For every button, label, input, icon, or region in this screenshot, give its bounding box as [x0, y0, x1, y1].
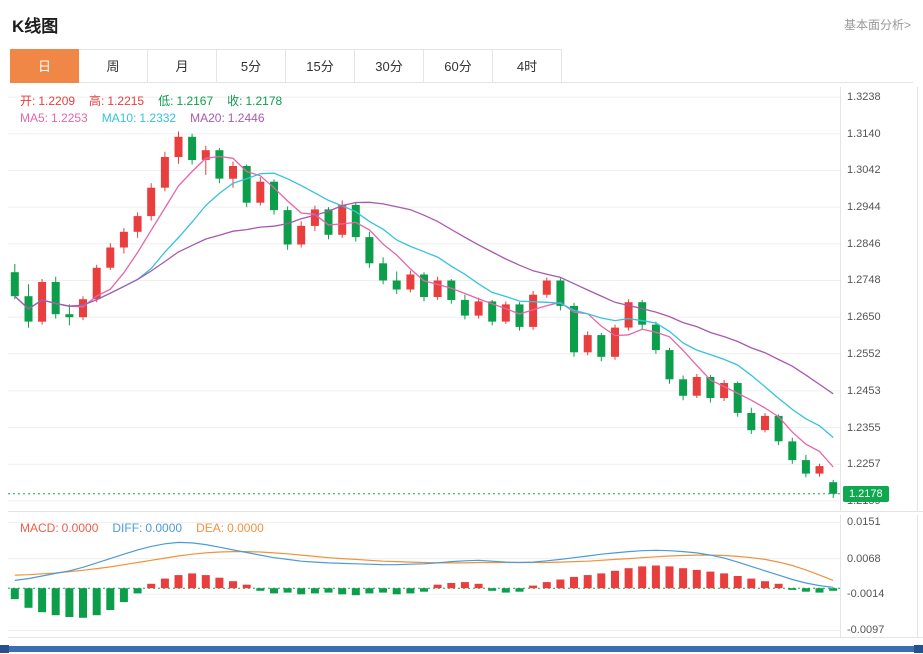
page-title: K线图: [12, 17, 59, 36]
ma20-value: 1.2446: [227, 111, 265, 125]
open-label: 开:: [20, 94, 36, 108]
ma20-legend: MA20: 1.2446: [190, 111, 264, 125]
macd-chart-svg: [8, 521, 840, 631]
macd-panel: MACD: 0.0000 DIFF: 0.0000 DEA: 0.0000 0.015…: [8, 515, 923, 638]
ma10-label: MA10:: [101, 111, 137, 125]
price-axis-label: 1.2552: [847, 347, 881, 360]
macd-label: MACD:: [20, 521, 59, 535]
diff-value: 0.0000: [145, 521, 183, 535]
ma5-value: 1.2253: [51, 111, 88, 125]
price-panel: 开: 1.2209 高: 1.2215 低: 1.2167 收: 1.2178 MA5:…: [8, 87, 923, 512]
close-label: 收:: [227, 94, 243, 108]
price-chart[interactable]: 开: 1.2209 高: 1.2215 低: 1.2167 收: 1.2178 MA5:…: [8, 87, 840, 511]
ma-legend: MA5: 1.2253 MA10: 1.2332 MA20: 1.2446: [20, 111, 265, 125]
price-axis-label: 1.2846: [847, 237, 881, 250]
price-chart-svg: [8, 96, 840, 502]
price-axis-label: 1.2650: [847, 311, 881, 324]
diff-value-legend: DIFF: 0.0000: [112, 521, 182, 535]
macd-value-legend: MACD: 0.0000: [20, 521, 98, 535]
macd-chart[interactable]: MACD: 0.0000 DIFF: 0.0000 DEA: 0.0000: [8, 515, 840, 637]
macd-axis-label: 0.0151: [847, 516, 881, 529]
ma10-legend: MA10: 1.2332: [102, 111, 176, 125]
low-label: 低:: [158, 94, 174, 108]
high-label: 高:: [89, 94, 105, 108]
tab-15min[interactable]: 15分: [286, 49, 355, 83]
header: K线图 基本面分析>: [0, 0, 923, 49]
high-legend: 高: 1.2215: [89, 92, 144, 109]
ma5-legend: MA5: 1.2253: [20, 111, 88, 125]
dea-value: 0.0000: [227, 521, 264, 535]
macd-value: 0.0000: [61, 521, 99, 535]
ohlc-legend: 开: 1.2209 高: 1.2215 低: 1.2167 收: 1.2178: [20, 92, 282, 109]
low-legend: 低: 1.2167: [158, 92, 213, 109]
price-y-axis: 1.2178 1.3238 1.3140 1.3042 1.2944 1.2846 1.2…: [840, 87, 918, 511]
open-legend: 开: 1.2209: [20, 92, 75, 109]
low-value: 1.2167: [176, 94, 214, 108]
price-axis-label: 1.3140: [847, 127, 881, 140]
ma5-label: MA5:: [20, 111, 49, 125]
macd-axis-label: -0.0014: [847, 588, 885, 601]
price-axis-label: 1.2944: [847, 201, 881, 214]
high-value: 1.2215: [107, 94, 145, 108]
tab-30min[interactable]: 30分: [355, 49, 424, 83]
price-axis-label: 1.2453: [847, 384, 881, 397]
tab-month[interactable]: 月: [148, 49, 217, 83]
macd-legend: MACD: 0.0000 DIFF: 0.0000 DEA: 0.0000: [20, 521, 264, 535]
scrollbar-right-handle[interactable]: [914, 645, 923, 653]
scrollbar-left-handle[interactable]: [0, 645, 9, 653]
tab-week[interactable]: 周: [79, 49, 148, 83]
tab-60min[interactable]: 60分: [424, 49, 493, 83]
price-axis-label: 1.2355: [847, 421, 881, 434]
diff-label: DIFF:: [112, 521, 143, 535]
dea-value-legend: DEA: 0.0000: [196, 521, 264, 535]
macd-axis-label: -0.0097: [847, 624, 885, 637]
macd-y-axis: 0.0151 0.0068 -0.0014 -0.0097: [840, 515, 918, 637]
price-axis-label: 1.3238: [847, 91, 881, 104]
tab-5min[interactable]: 5分: [217, 49, 286, 83]
chart-scrollbar[interactable]: [0, 645, 923, 653]
fundamental-analysis-link[interactable]: 基本面分析>: [843, 18, 911, 32]
ma20-label: MA20:: [190, 111, 225, 125]
current-price-badge: 1.2178: [843, 485, 889, 502]
macd-axis-label: 0.0068: [847, 552, 881, 565]
price-axis-label: 1.3042: [847, 164, 881, 177]
price-axis-label: 1.2257: [847, 458, 881, 471]
ma10-value: 1.2332: [139, 111, 177, 125]
dea-label: DEA:: [196, 521, 225, 535]
tab-4hour[interactable]: 4时: [493, 49, 562, 83]
close-value: 1.2178: [245, 94, 283, 108]
close-legend: 收: 1.2178: [227, 92, 282, 109]
price-axis-label: 1.2748: [847, 274, 881, 287]
interval-tabs: 日 周 月 5分 15分 30分 60分 4时: [10, 49, 923, 83]
open-value: 1.2209: [38, 94, 76, 108]
tab-day[interactable]: 日: [10, 49, 79, 83]
